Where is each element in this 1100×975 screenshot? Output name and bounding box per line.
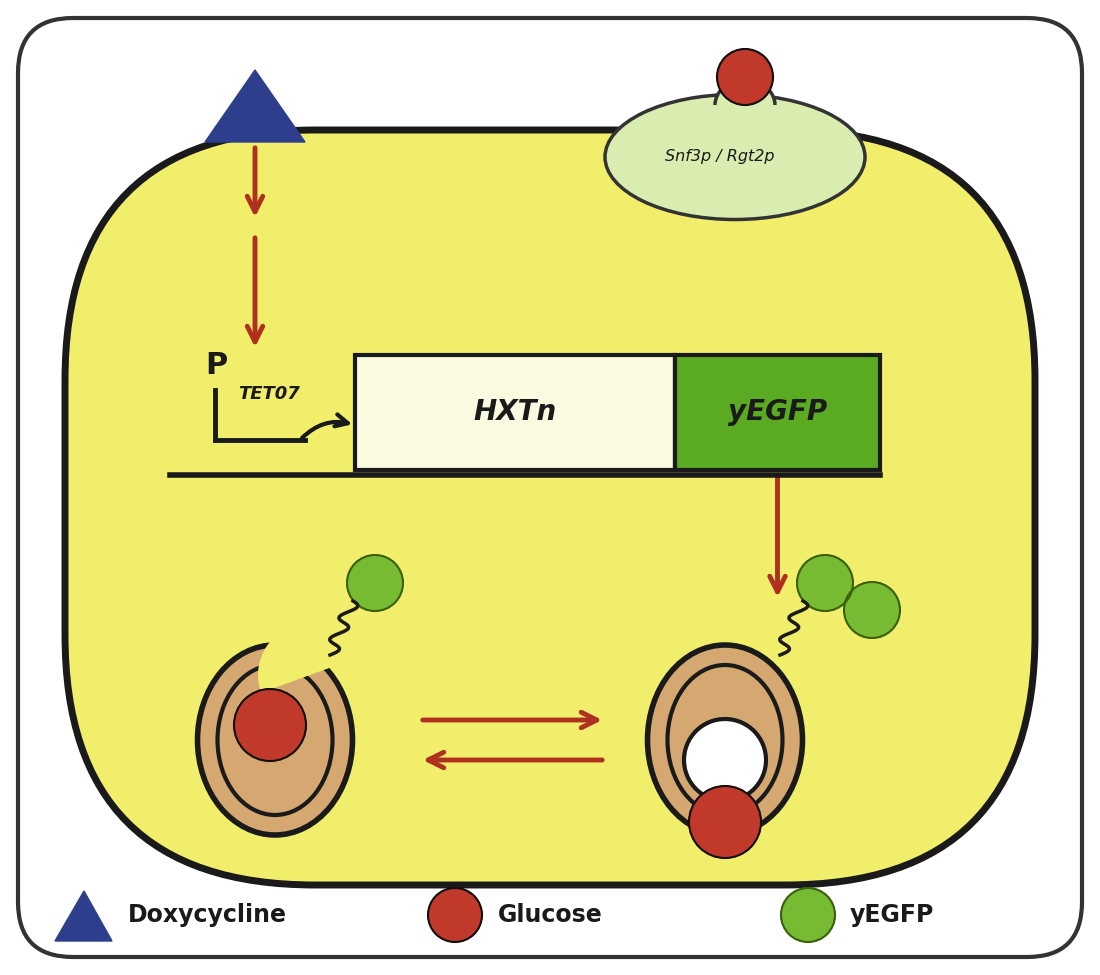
Circle shape	[798, 555, 852, 611]
Circle shape	[844, 582, 900, 638]
Circle shape	[781, 888, 835, 942]
FancyBboxPatch shape	[355, 355, 675, 470]
Text: yEGFP: yEGFP	[728, 399, 827, 426]
Polygon shape	[55, 891, 112, 941]
Ellipse shape	[684, 719, 766, 801]
Ellipse shape	[605, 95, 865, 219]
Polygon shape	[205, 70, 305, 142]
Text: P: P	[205, 351, 228, 380]
Text: Snf3p / Rgt2p: Snf3p / Rgt2p	[666, 149, 774, 165]
Wedge shape	[258, 623, 359, 693]
Ellipse shape	[668, 665, 782, 815]
Ellipse shape	[218, 665, 332, 815]
Text: Glucose: Glucose	[498, 903, 603, 927]
Text: yEGFP: yEGFP	[850, 903, 934, 927]
Circle shape	[717, 49, 773, 105]
Circle shape	[346, 555, 403, 611]
Text: Doxycycline: Doxycycline	[128, 903, 287, 927]
Circle shape	[689, 786, 761, 858]
Ellipse shape	[648, 645, 803, 835]
FancyBboxPatch shape	[18, 18, 1082, 957]
FancyBboxPatch shape	[675, 355, 880, 470]
Wedge shape	[715, 75, 775, 105]
FancyBboxPatch shape	[65, 130, 1035, 885]
Circle shape	[234, 689, 306, 761]
Text: TET07: TET07	[238, 385, 299, 403]
Text: HXTn: HXTn	[473, 399, 557, 426]
Ellipse shape	[198, 645, 352, 835]
Circle shape	[428, 888, 482, 942]
